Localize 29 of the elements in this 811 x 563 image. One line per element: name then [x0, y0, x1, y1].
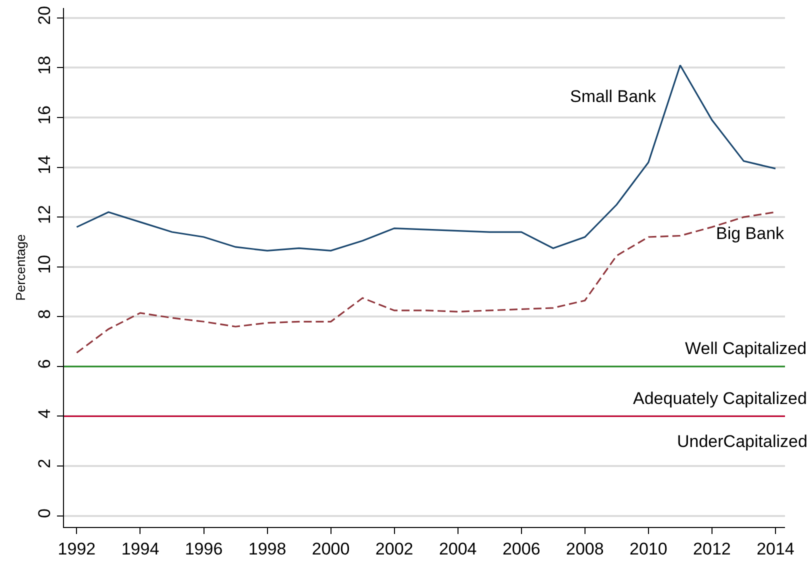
- x-tick-label: 2008: [566, 539, 604, 558]
- y-tick-label: 6: [35, 359, 54, 369]
- y-tick-label: 18: [35, 56, 54, 75]
- y-tick-label: 0: [35, 508, 54, 518]
- x-tick-label: 2000: [312, 539, 350, 558]
- x-tick-label: 1998: [248, 539, 286, 558]
- annotation: UnderCapitalized: [677, 432, 808, 451]
- x-tick-label: 2006: [502, 539, 540, 558]
- x-tick-label: 2010: [630, 539, 668, 558]
- y-tick-label: 20: [35, 6, 54, 25]
- y-tick-label: 16: [35, 106, 54, 124]
- series-label: Small Bank: [570, 87, 656, 106]
- y-tick-label: 10: [35, 254, 54, 274]
- x-tick-label: 2004: [438, 539, 477, 558]
- y-tick-label: 4: [35, 408, 54, 418]
- y-tick-label: 2: [35, 458, 54, 468]
- x-tick-label: 1992: [58, 539, 96, 558]
- x-tick-label: 2012: [693, 539, 731, 558]
- ref-line-label: Well Capitalized: [685, 339, 807, 358]
- ref-line-label: Adequately Capitalized: [633, 389, 807, 408]
- x-tick-label: 2014: [756, 539, 794, 558]
- x-tick-label: 1996: [184, 539, 223, 558]
- y-tick-label: 8: [35, 309, 54, 319]
- y-axis-title: Percentage: [13, 234, 28, 301]
- y-tick-label: 14: [35, 155, 54, 174]
- x-tick-label: 1994: [121, 539, 160, 558]
- series-label: Big Bank: [716, 224, 785, 243]
- x-tick-label: 2002: [375, 539, 414, 558]
- y-tick-label: 12: [35, 205, 54, 224]
